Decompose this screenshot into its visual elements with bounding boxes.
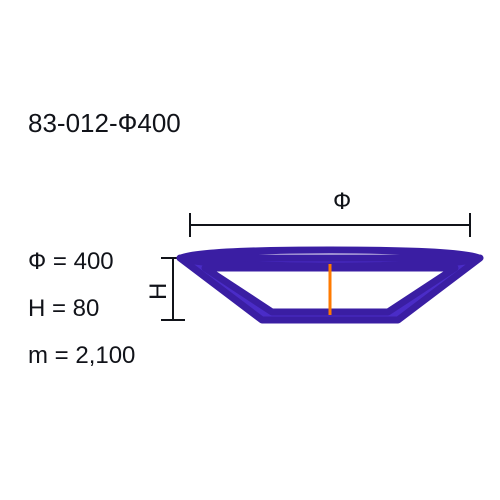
phi-dimension	[190, 213, 470, 237]
bowl-diagram	[0, 0, 500, 500]
h-dimension	[161, 258, 185, 320]
